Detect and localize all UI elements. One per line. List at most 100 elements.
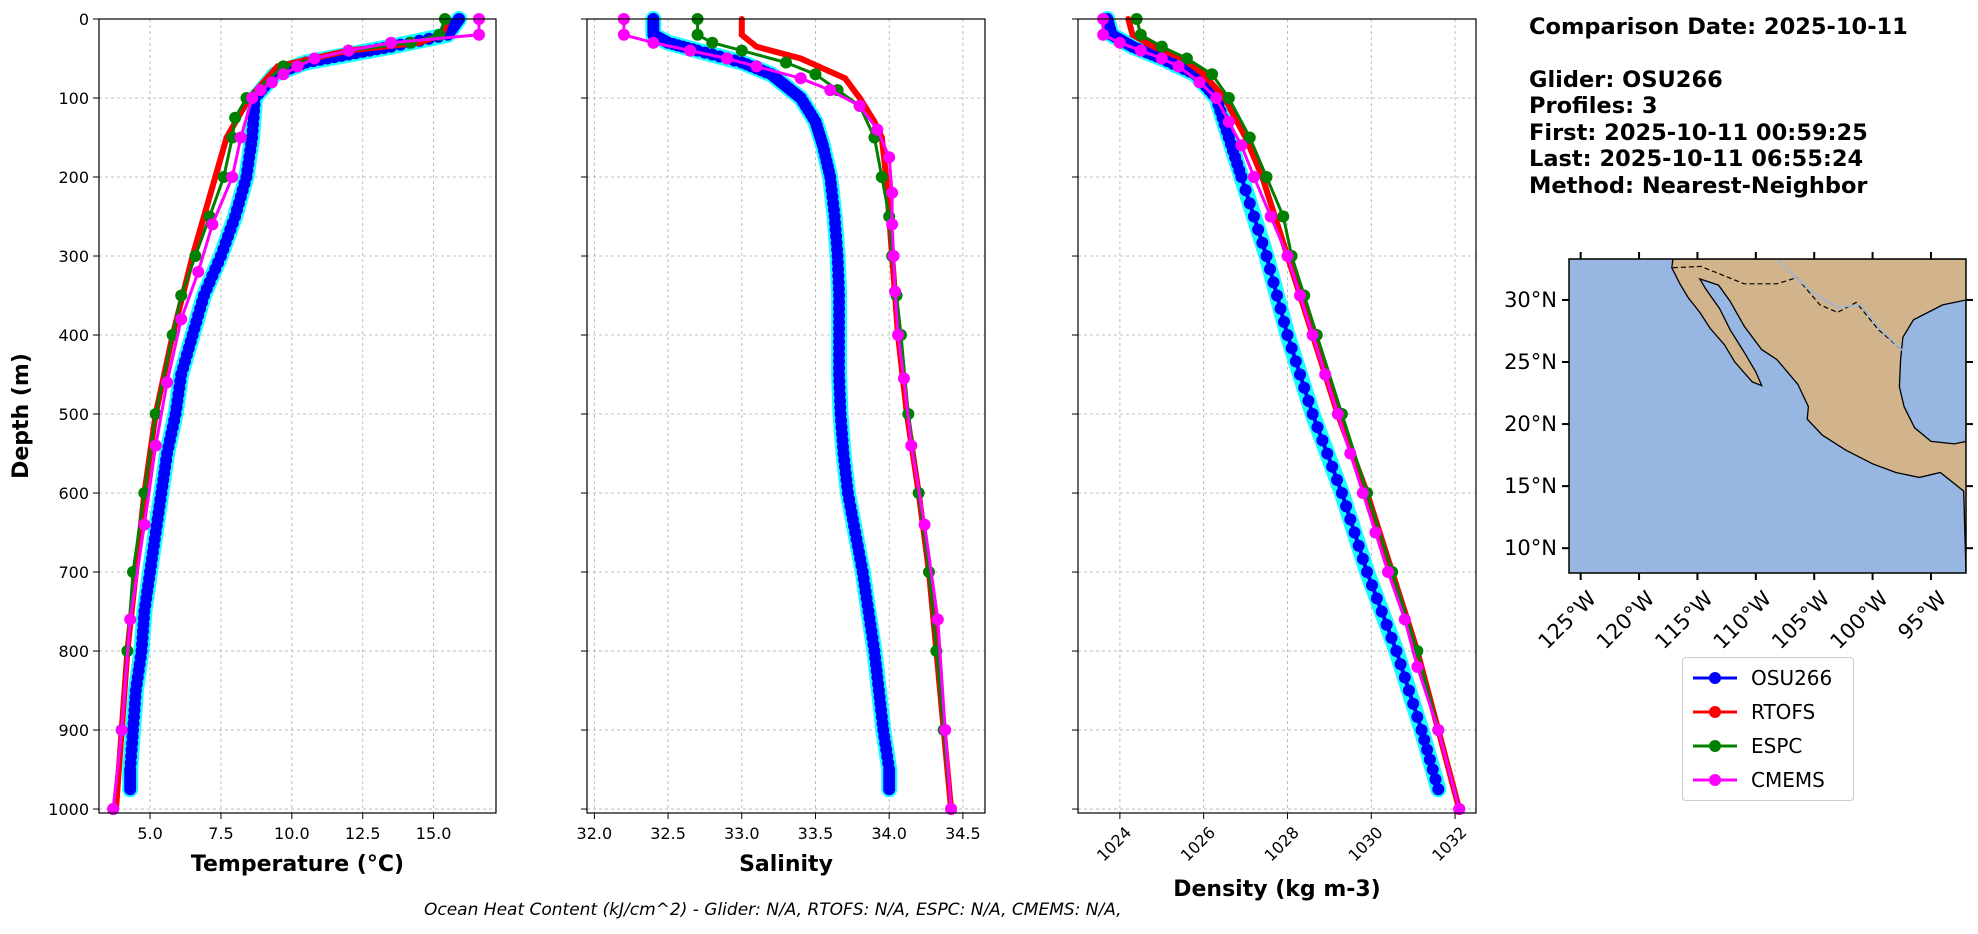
data-point-cmems [886,218,899,231]
data-point-cmems [1306,329,1319,342]
data-point-cmems [1155,52,1168,65]
data-point-rtofs [212,174,219,181]
comparison-date: Comparison Date: 2025-10-11 [1529,14,1908,40]
data-point-osu266 [1432,783,1445,796]
lon-tick-label: 115°W [1650,586,1718,654]
lon-tick-label: 100°W [1825,586,1893,654]
data-point-cmems [939,724,952,737]
y-tick-label: 500 [58,405,89,424]
data-point-cmems [124,613,137,626]
data-point-cmems [254,84,267,97]
x-tick-label: 34.5 [945,824,981,843]
data-point-cmems [684,44,697,57]
data-point-cmems [918,518,931,531]
data-point-cmems [1344,447,1357,460]
data-point-osu266 [1285,342,1298,355]
data-point-osu266 [1274,302,1287,315]
data-point-cmems [647,36,660,49]
data-point-osu266 [1247,210,1260,223]
x-tick-label: 12.5 [345,824,381,843]
data-point-cmems [1172,60,1185,73]
data-point-cmems [721,52,734,65]
data-point-cmems [1113,36,1126,49]
data-point-cmems [1453,803,1466,816]
data-point-osu266 [1415,724,1428,737]
data-point-osu266 [1326,460,1339,473]
data-point-osu266 [1365,579,1378,592]
data-point-cmems [1247,171,1260,184]
data-point-cmems [1193,76,1206,89]
legend-marker-osu266 [1693,672,1737,684]
data-point-espc [691,28,704,41]
data-point-espc [780,56,792,69]
data-point-espc [149,408,162,421]
legend-label-osu266: OSU266 [1751,666,1833,690]
data-point-osu266 [1429,773,1442,786]
data-point-osu266 [1306,408,1319,421]
data-point-osu266 [1281,329,1294,342]
data-point-cmems [161,376,174,389]
legend-marker-rtofs [1693,706,1737,718]
data-point-espc [226,131,239,144]
data-point-rtofs [738,31,745,38]
data-point-cmems [1134,44,1147,57]
y-tick-label: 800 [58,642,89,661]
data-point-espc [1260,171,1273,184]
data-point-osu266 [1418,733,1431,746]
panel-2: 32.0 32.5 33.0 33.5 34.0 34.5 Salinity [577,11,986,877]
method-label: Method: Nearest-Neighbor [1529,172,1868,199]
data-point-cmems [1210,92,1223,105]
data-point-osu266 [1423,753,1436,766]
data-point-osu266 [1361,566,1374,579]
lat-tick-label: 20°N [1504,412,1557,436]
data-point-osu266 [1344,513,1357,526]
glider-name: Glider: OSU266 [1529,66,1723,93]
x-tick-label: 1030 [1344,823,1386,865]
data-point-espc [1134,28,1147,41]
x-axis-label: Density (kg m-3) [1173,877,1381,902]
y-tick-label: 400 [58,326,89,345]
data-point-osu266 [1421,743,1434,756]
data-point-osu266 [1277,315,1290,328]
data-point-espc [1277,210,1290,223]
legend-entry-rtofs: RTOFS [1691,695,1815,729]
data-point-cmems [1432,724,1445,737]
data-point-osu266 [1239,184,1252,197]
legend-entry-espc: ESPC [1691,729,1802,763]
map-frame [1568,258,1967,574]
lon-tick-label: 125°W [1534,586,1602,654]
data-point-osu266 [1321,447,1334,460]
country-border [1672,265,1904,352]
data-point-osu266 [1398,671,1411,684]
data-point-osu266 [1243,197,1256,210]
data-point-espc [175,289,188,302]
series-cmems [1097,13,1466,816]
data-point-osu266 [1331,473,1344,486]
data-point-osu266 [1411,710,1424,723]
data-point-cmems [192,265,205,278]
data-point-osu266 [1298,381,1311,394]
panel-1: 5.0 7.5 10.0 12.5 15.0 0 100 200 300 400 500 600 700… [9,10,497,877]
y-tick-label: 1000 [48,800,89,819]
data-point-cmems [234,131,247,144]
data-point-cmems [342,44,355,57]
lon-tick-label: 120°W [1592,586,1660,654]
data-point-osu266 [1256,236,1269,249]
data-point-osu266 [1352,539,1365,552]
x-tick-label: 1024 [1093,823,1135,865]
data-point-cmems [1097,28,1110,41]
series-osu266 [1099,11,1447,798]
data-point-cmems [871,123,884,136]
data-point-cmems [149,439,162,452]
y-tick-label: 900 [58,721,89,740]
legend-marker-cmems [1693,774,1737,786]
glider-spread-band [645,11,898,798]
data-point-cmems [308,52,321,65]
data-point-cmems [1264,210,1277,223]
data-point-espc [189,250,202,263]
y-tick-label: 300 [58,247,89,266]
river [1776,259,1904,352]
lat-tick-label: 30°N [1504,288,1557,312]
y-axis-label: Depth (m) [9,353,34,479]
